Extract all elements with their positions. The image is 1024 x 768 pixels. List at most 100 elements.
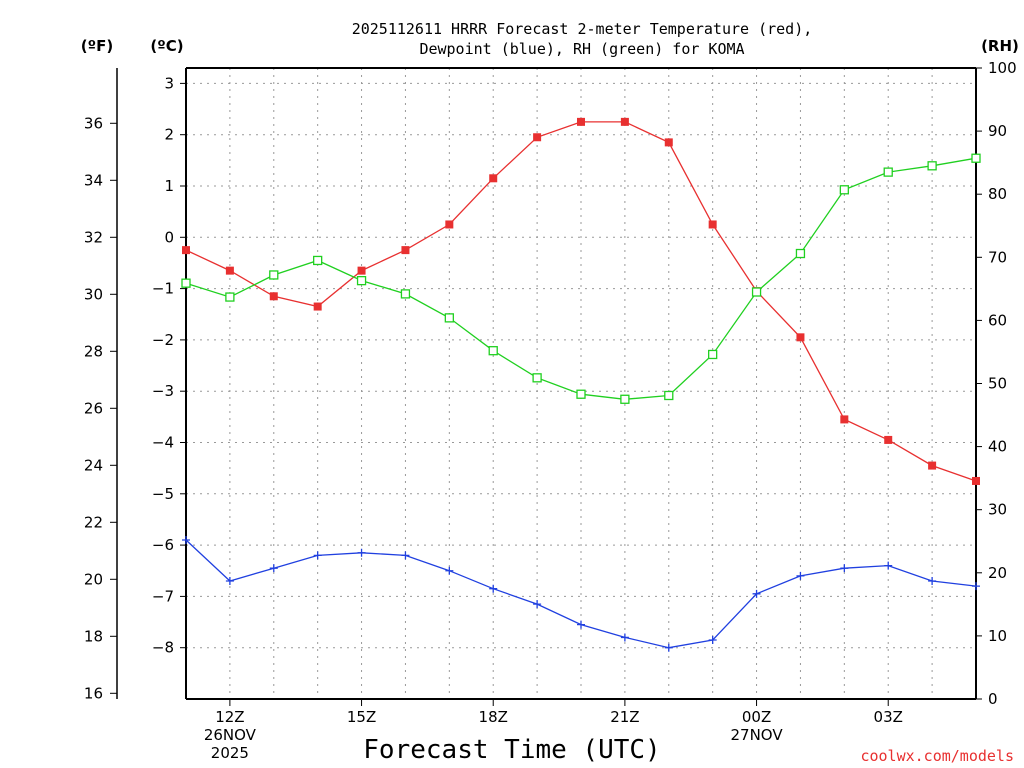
temperature-point bbox=[225, 266, 234, 275]
fahrenheit-tick-label: 34 bbox=[84, 171, 103, 189]
dewpoint-point bbox=[840, 564, 849, 573]
dewpoint-point bbox=[533, 600, 542, 609]
rh-tick-label: 60 bbox=[988, 311, 1007, 329]
dewpoint-point bbox=[225, 577, 234, 586]
fahrenheit-tick-label: 32 bbox=[84, 228, 103, 246]
axes: 3210−1−2−3−4−5−6−7−836343230282624222018… bbox=[84, 59, 1017, 708]
dewpoint-point bbox=[357, 548, 366, 557]
rh-tick-label: 100 bbox=[988, 59, 1017, 77]
rh-tick-label: 30 bbox=[988, 501, 1007, 519]
celsius-tick-label: −4 bbox=[152, 433, 174, 451]
celsius-tick-label: −1 bbox=[152, 280, 174, 298]
dewpoint-point bbox=[884, 561, 893, 570]
fahrenheit-tick-label: 22 bbox=[84, 513, 103, 531]
rh-point bbox=[839, 185, 849, 195]
rh-tick-label: 0 bbox=[988, 690, 998, 708]
dewpoint-point bbox=[313, 551, 322, 560]
temperature-point bbox=[313, 302, 322, 311]
dewpoint-point bbox=[182, 535, 190, 544]
fahrenheit-tick-label: 26 bbox=[84, 399, 103, 417]
dewpoint-point bbox=[796, 571, 805, 580]
x-tick-label: 21Z bbox=[610, 708, 639, 726]
rh-point bbox=[225, 292, 235, 302]
gridlines bbox=[186, 68, 976, 699]
fahrenheit-tick-label: 24 bbox=[84, 456, 103, 474]
dewpoint-point bbox=[489, 584, 498, 593]
temperature-point bbox=[445, 220, 454, 229]
rh-tick-label: 20 bbox=[988, 564, 1007, 582]
rh-point bbox=[751, 287, 762, 297]
celsius-tick-label: −3 bbox=[152, 382, 174, 400]
rh-unit-label: (RH) bbox=[981, 37, 1019, 55]
temperature-line bbox=[185, 121, 977, 482]
celsius-tick-label: 1 bbox=[164, 177, 174, 195]
rh-point bbox=[444, 313, 454, 323]
rh-point bbox=[927, 161, 937, 171]
x-tick-label: 18Z bbox=[479, 708, 508, 726]
rh-point bbox=[708, 349, 718, 360]
rh-point bbox=[576, 389, 586, 399]
rh-point bbox=[664, 390, 674, 401]
temperature-point bbox=[401, 246, 410, 255]
temperature-point bbox=[664, 138, 673, 147]
celsius-tick-label: 0 bbox=[164, 228, 174, 246]
dewpoint-point bbox=[972, 582, 980, 591]
rh-point bbox=[532, 373, 542, 383]
rh-tick-label: 50 bbox=[988, 375, 1007, 393]
celsius-tick-label: 2 bbox=[164, 126, 174, 144]
title-line-2: Dewpoint (blue), RH (green) for KOMA bbox=[419, 40, 744, 58]
celsius-tick-label: −7 bbox=[152, 587, 174, 605]
dewpoint-point bbox=[664, 643, 673, 652]
temperature-point bbox=[708, 220, 717, 229]
dewpoint-point bbox=[269, 564, 278, 573]
x-tick-label: 15Z bbox=[347, 708, 376, 726]
fahrenheit-tick-label: 20 bbox=[84, 570, 103, 588]
dewpoint-point bbox=[445, 566, 454, 575]
temperature-point bbox=[796, 333, 805, 342]
rh-tick-label: 40 bbox=[988, 438, 1007, 456]
temperature-point bbox=[182, 246, 190, 255]
rh-point bbox=[971, 153, 981, 163]
rh-tick-label: 80 bbox=[988, 185, 1007, 203]
series bbox=[181, 117, 981, 652]
x-tick-label: 03Z bbox=[874, 708, 903, 726]
rh-point bbox=[269, 270, 279, 280]
fahrenheit-unit-label: (ºF) bbox=[81, 37, 113, 55]
fahrenheit-tick-label: 36 bbox=[84, 114, 103, 132]
temperature-point bbox=[928, 461, 937, 470]
dewpoint-point bbox=[620, 633, 629, 642]
temperature-point bbox=[533, 133, 542, 142]
celsius-tick-label: −8 bbox=[152, 639, 174, 657]
dewpoint-point bbox=[577, 620, 585, 629]
temperature-point bbox=[620, 117, 629, 126]
fahrenheit-tick-label: 16 bbox=[84, 684, 103, 702]
rh-point bbox=[883, 167, 893, 177]
dewpoint-point bbox=[752, 589, 761, 598]
temperature-point bbox=[489, 174, 498, 183]
celsius-unit-label: (ºC) bbox=[150, 37, 183, 55]
dewpoint-point bbox=[708, 636, 717, 645]
temperature-point bbox=[972, 476, 980, 485]
title-line-1: 2025112611 HRRR Forecast 2-meter Tempera… bbox=[352, 20, 813, 38]
rh-point bbox=[181, 278, 191, 288]
fahrenheit-tick-label: 28 bbox=[84, 342, 103, 360]
fahrenheit-tick-label: 18 bbox=[84, 627, 103, 645]
celsius-tick-label: −5 bbox=[152, 485, 174, 503]
temperature-point bbox=[840, 415, 849, 424]
chart-title: 2025112611 HRRR Forecast 2-meter Tempera… bbox=[352, 20, 813, 58]
dewpoint-point bbox=[928, 577, 937, 586]
credit-text: coolwx.com/models bbox=[860, 747, 1014, 765]
rh-tick-label: 90 bbox=[988, 122, 1007, 140]
rh-tick-label: 70 bbox=[988, 248, 1007, 266]
rh-point bbox=[795, 248, 806, 259]
x-tick-label: 00Z bbox=[742, 708, 771, 726]
dewpoint-point bbox=[401, 551, 410, 560]
temperature-point bbox=[357, 266, 366, 275]
celsius-tick-label: 3 bbox=[164, 74, 174, 92]
x-axis-title: Forecast Time (UTC) bbox=[363, 735, 660, 765]
rh-point bbox=[620, 394, 630, 404]
x-tick-label: 2025 bbox=[211, 744, 249, 762]
fahrenheit-tick-label: 30 bbox=[84, 285, 103, 303]
